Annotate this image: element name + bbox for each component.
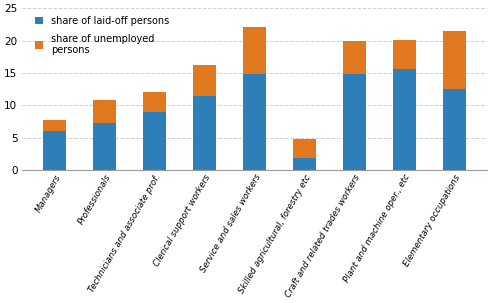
- Bar: [43, 120, 66, 131]
- Bar: [143, 92, 166, 112]
- Bar: [143, 112, 166, 170]
- Bar: [343, 41, 366, 74]
- Bar: [93, 100, 116, 123]
- Bar: [93, 123, 116, 170]
- Bar: [293, 158, 316, 170]
- Bar: [443, 31, 466, 89]
- Bar: [193, 96, 216, 170]
- Bar: [443, 89, 466, 170]
- Bar: [393, 40, 416, 69]
- Bar: [244, 27, 266, 74]
- Legend: share of laid-off persons, share of unemployed
persons: share of laid-off persons, share of unem…: [32, 13, 172, 58]
- Bar: [193, 65, 216, 96]
- Bar: [393, 69, 416, 170]
- Bar: [293, 139, 316, 158]
- Bar: [43, 131, 66, 170]
- Bar: [244, 74, 266, 170]
- Bar: [343, 74, 366, 170]
